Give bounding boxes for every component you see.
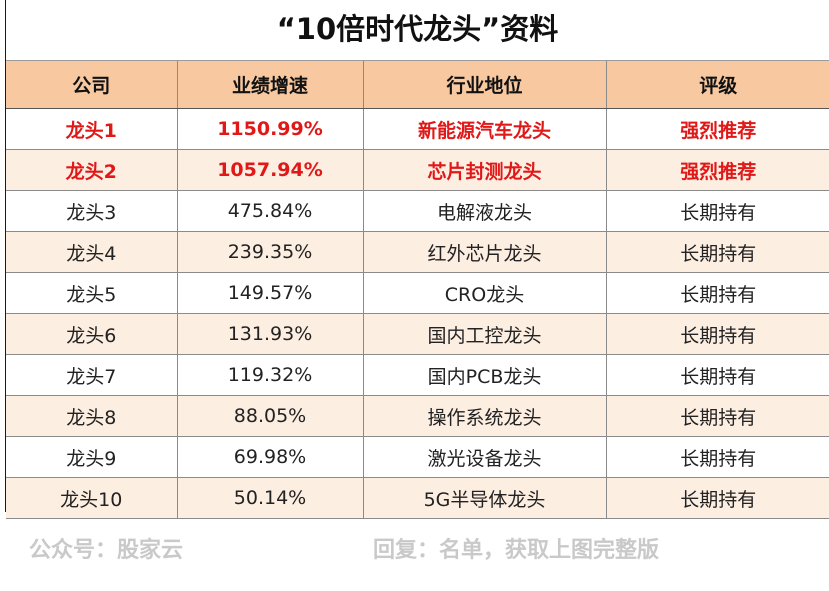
cell-rating: 长期持有	[605, 190, 829, 232]
cell-company: 龙头2	[6, 149, 177, 191]
cell-company: 龙头4	[6, 231, 177, 273]
cell-company: 龙头3	[6, 190, 177, 232]
cell-growth: 50.14%	[176, 477, 363, 519]
cell-growth: 1150.99%	[176, 108, 363, 150]
cell-rating: 长期持有	[605, 313, 829, 355]
cell-rating: 长期持有	[605, 477, 829, 519]
cell-position: 激光设备龙头	[362, 436, 606, 478]
cell-growth: 475.84%	[176, 190, 363, 232]
cell-position: 电解液龙头	[362, 190, 606, 232]
cell-position: 国内PCB龙头	[362, 354, 606, 396]
cell-company: 龙头5	[6, 272, 177, 314]
cell-position: 新能源汽车龙头	[362, 108, 606, 150]
leaders-table: 公司 业绩增速 行业地位 评级 龙头1 1150.99% 新能源汽车龙头 强烈推…	[6, 61, 829, 519]
table-row: 龙头1 1150.99% 新能源汽车龙头 强烈推荐	[6, 108, 829, 150]
footer-account-watermark: 公众号：股家云	[29, 538, 184, 563]
cell-position: 红外芯片龙头	[362, 231, 606, 273]
header-growth: 业绩增速	[176, 61, 363, 109]
table-row: 龙头8 88.05% 操作系统龙头 长期持有	[6, 395, 829, 437]
cell-position: 国内工控龙头	[362, 313, 606, 355]
cell-position: 芯片封测龙头	[362, 149, 606, 191]
cell-rating: 长期持有	[605, 272, 829, 314]
table-header-row: 公司 业绩增速 行业地位 评级	[6, 61, 829, 109]
cell-rating: 强烈推荐	[605, 149, 829, 191]
data-sheet: “10倍时代龙头”资料 公司 业绩增速 行业地位 评级 龙头1 1150.99%…	[5, 0, 829, 519]
cell-company: 龙头6	[6, 313, 177, 355]
table-row: 龙头7 119.32% 国内PCB龙头 长期持有	[6, 354, 829, 396]
table-row: 龙头10 50.14% 5G半导体龙头 长期持有	[6, 477, 829, 519]
table-row: 龙头6 131.93% 国内工控龙头 长期持有	[6, 313, 829, 355]
header-rating: 评级	[605, 61, 829, 109]
cell-position: 5G半导体龙头	[362, 477, 606, 519]
cell-position: CRO龙头	[362, 272, 606, 314]
cell-growth: 149.57%	[176, 272, 363, 314]
cell-company: 龙头1	[6, 108, 177, 150]
cell-growth: 131.93%	[176, 313, 363, 355]
cell-company: 龙头10	[6, 477, 177, 519]
cell-rating: 长期持有	[605, 395, 829, 437]
cell-company: 龙头7	[6, 354, 177, 396]
cell-company: 龙头8	[6, 395, 177, 437]
cell-rating: 长期持有	[605, 231, 829, 273]
table-row: 龙头2 1057.94% 芯片封测龙头 强烈推荐	[6, 149, 829, 191]
cell-rating: 强烈推荐	[605, 108, 829, 150]
table-row: 龙头9 69.98% 激光设备龙头 长期持有	[6, 436, 829, 478]
cell-company: 龙头9	[6, 436, 177, 478]
sheet-title: “10倍时代龙头”资料	[6, 0, 829, 61]
cell-growth: 119.32%	[176, 354, 363, 396]
cell-growth: 239.35%	[176, 231, 363, 273]
cell-growth: 69.98%	[176, 436, 363, 478]
header-company: 公司	[6, 61, 177, 109]
cell-growth: 88.05%	[176, 395, 363, 437]
cell-rating: 长期持有	[605, 436, 829, 478]
table-row: 龙头3 475.84% 电解液龙头 长期持有	[6, 190, 829, 232]
table-row: 龙头4 239.35% 红外芯片龙头 长期持有	[6, 231, 829, 273]
cell-rating: 长期持有	[605, 354, 829, 396]
footer-reply-hint: 回复：名单，获取上图完整版	[373, 538, 660, 563]
header-position: 行业地位	[362, 61, 606, 109]
cell-growth: 1057.94%	[176, 149, 363, 191]
cell-position: 操作系统龙头	[362, 395, 606, 437]
table-row: 龙头5 149.57% CRO龙头 长期持有	[6, 272, 829, 314]
